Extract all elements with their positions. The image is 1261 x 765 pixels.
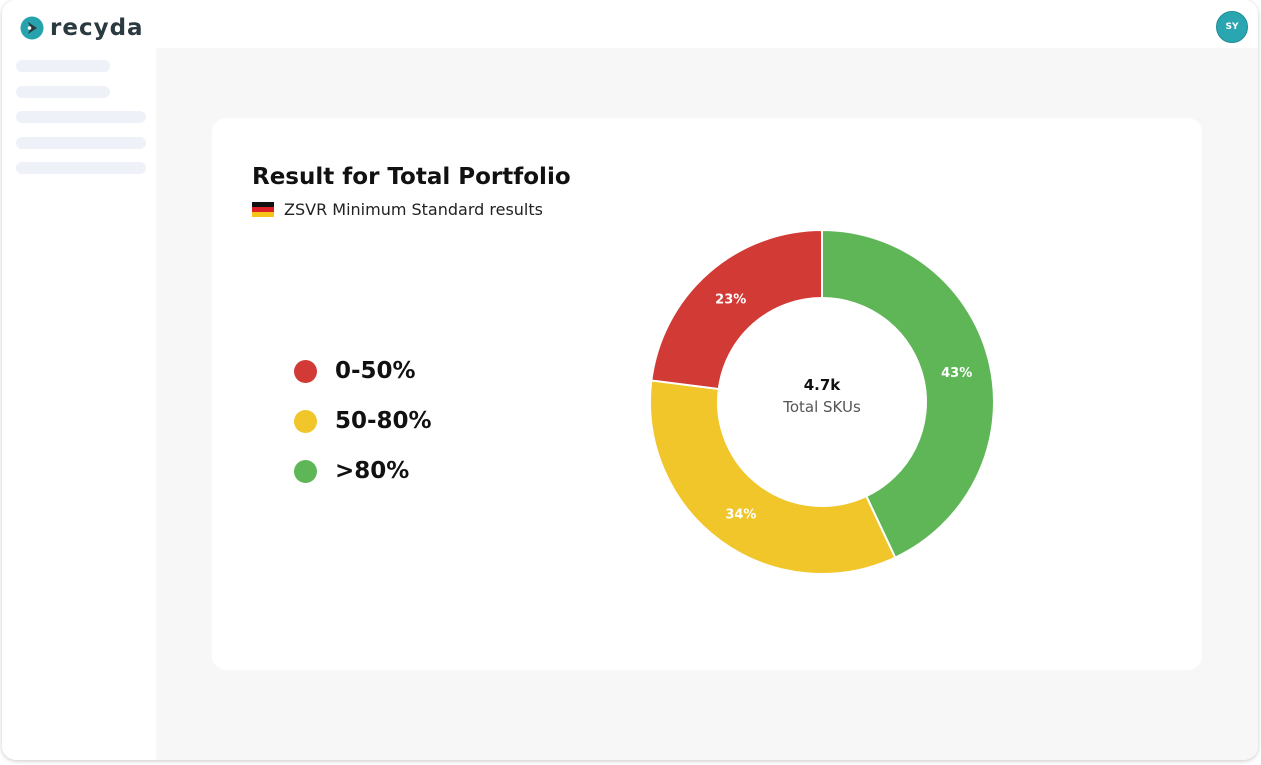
legend-item: 0-50% [294,346,432,396]
sidebar-item-placeholder[interactable] [16,86,110,98]
donut-slice-0-50%[interactable] [650,228,823,391]
logo[interactable]: recyda [20,14,144,42]
recyda-logo-icon [20,16,44,40]
sidebar-item-placeholder[interactable] [16,162,146,174]
avatar[interactable]: SY [1216,11,1248,43]
card-title: Result for Total Portfolio [252,164,571,190]
brand-name: recyda [50,15,144,41]
sidebar: recyda [2,0,156,760]
legend: 0-50% 50-80% >80% [294,346,432,496]
subtitle-row: ZSVR Minimum Standard results [252,200,543,219]
slice-label: 34% [725,508,756,523]
center-label: Total SKUs [782,398,861,416]
legend-label: >80% [335,458,410,484]
main-content: Result for Total Portfolio ZSVR Minimum … [156,48,1258,760]
slice-label: 43% [941,366,972,381]
top-bar: SY [156,0,1258,48]
donut-slice->80%[interactable] [821,228,995,559]
sidebar-item-placeholder[interactable] [16,137,146,149]
donut-slice-50-80%[interactable] [649,379,897,575]
legend-swatch [294,459,317,483]
slice-labels: 43% 34% 23% [715,292,972,522]
result-card: Result for Total Portfolio ZSVR Minimum … [212,118,1202,670]
center-value: 4.7k [804,376,842,394]
legend-swatch [294,359,317,383]
sidebar-item-placeholder[interactable] [16,60,110,72]
legend-item: >80% [294,446,432,496]
slice-label: 23% [715,292,746,307]
subtitle-text: ZSVR Minimum Standard results [284,200,543,219]
legend-label: 50-80% [335,408,432,434]
germany-flag-icon [252,202,274,217]
legend-swatch [294,409,317,433]
donut-chart: 43% 34% 23% 4.7k Total SKUs [649,228,995,575]
sidebar-item-placeholder[interactable] [16,111,146,123]
legend-item: 50-80% [294,396,432,446]
donut-slices [649,228,995,575]
legend-label: 0-50% [335,358,416,384]
